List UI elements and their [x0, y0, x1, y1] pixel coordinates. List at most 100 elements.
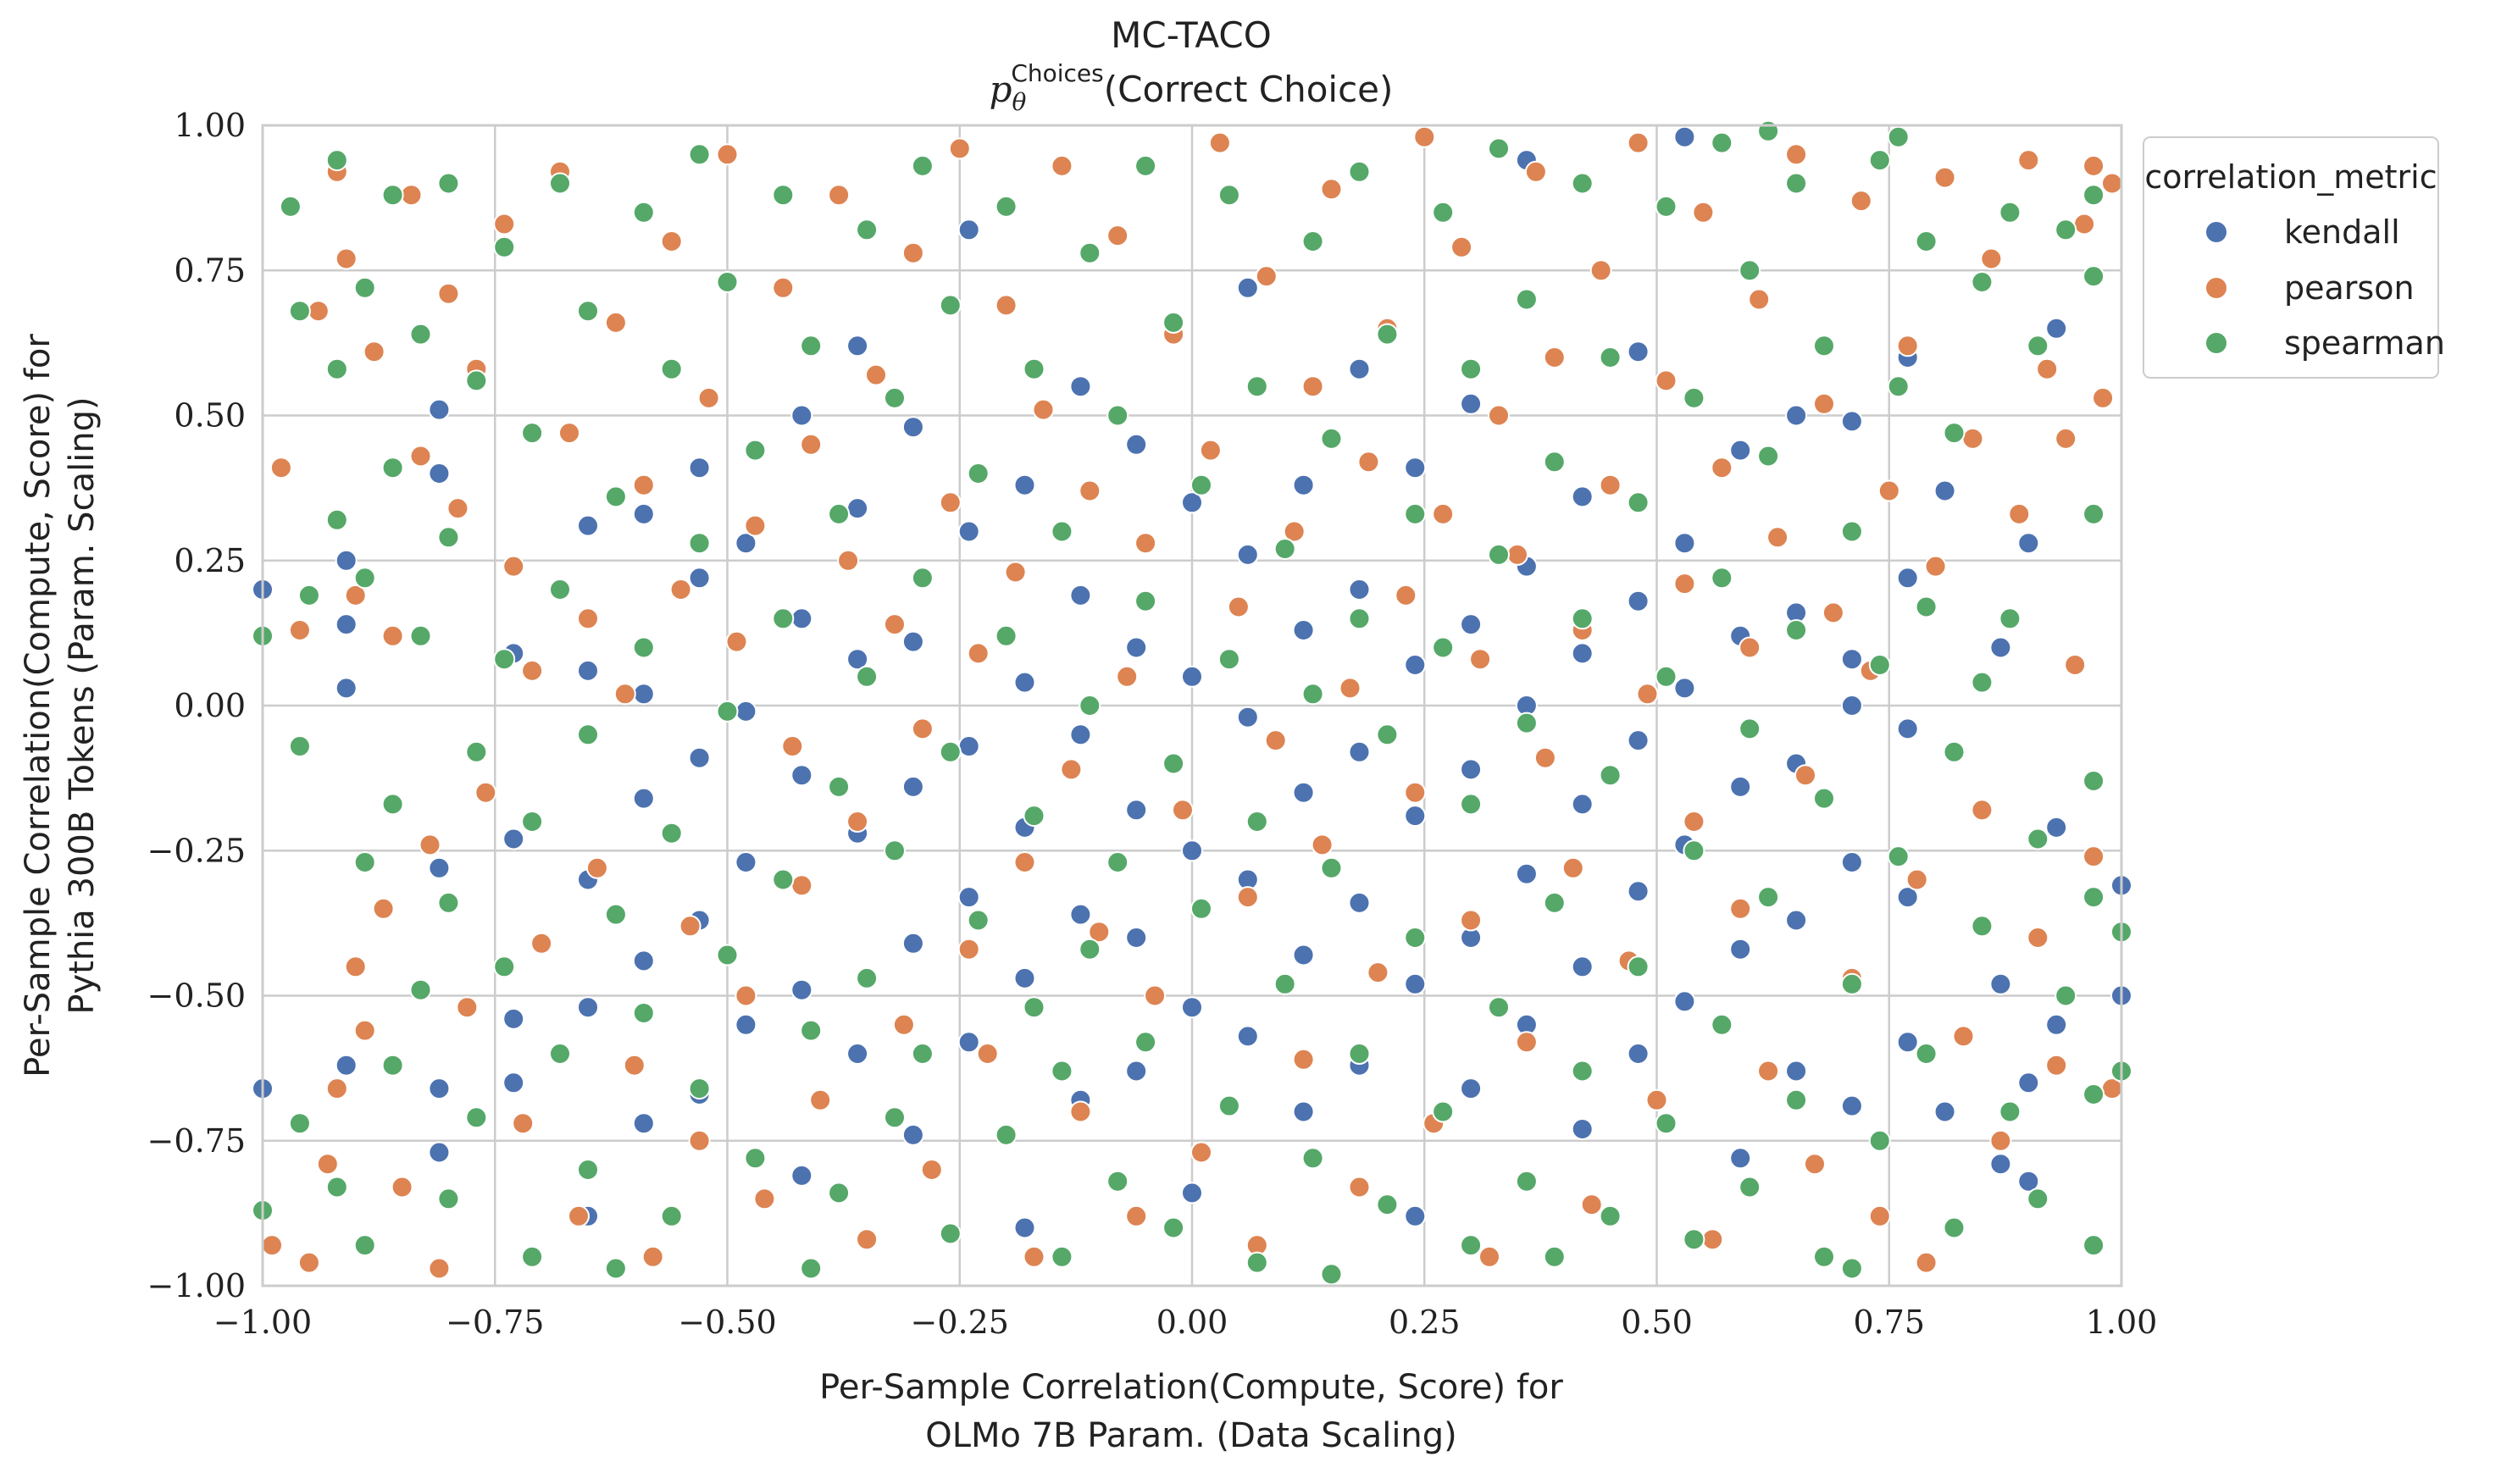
point-kendall	[632, 1112, 655, 1135]
point-kendall	[1515, 862, 1538, 885]
point-spearman	[1051, 1245, 1073, 1268]
point-spearman	[1785, 172, 1808, 195]
point-kendall	[1404, 805, 1427, 828]
chart-title: MC-TACO	[1111, 14, 1272, 56]
x-tick-labels: −1.00 −0.75 −0.50 −0.25 0.00 0.25 0.50 0.75 1.00	[214, 1304, 2158, 1341]
point-spearman	[1599, 1204, 1622, 1227]
point-spearman	[939, 740, 962, 763]
point-pearson	[669, 579, 692, 601]
point-kendall	[2017, 1170, 2040, 1193]
point-pearson	[502, 555, 525, 578]
point-spearman	[800, 1257, 823, 1280]
point-spearman	[1273, 538, 1296, 560]
point-kendall	[846, 335, 869, 357]
point-spearman	[325, 1176, 348, 1199]
point-spearman	[2055, 984, 2077, 1007]
point-spearman	[1106, 851, 1129, 873]
point-pearson	[1367, 961, 1389, 984]
point-spearman	[1999, 1100, 2021, 1123]
point-pearson	[911, 717, 934, 740]
point-pearson	[1813, 392, 1835, 415]
point-kendall	[1460, 758, 1483, 781]
point-spearman	[521, 811, 544, 833]
point-spearman	[660, 1204, 683, 1227]
point-spearman	[1971, 671, 1994, 694]
point-spearman	[744, 439, 767, 462]
point-spearman	[521, 422, 544, 445]
point-pearson	[1032, 398, 1055, 421]
legend-marker-kendall	[2206, 222, 2226, 242]
point-kendall	[790, 764, 813, 787]
point-kendall	[1840, 410, 1863, 433]
point-pearson	[1794, 764, 1816, 787]
x-axis-label-line1: Per-Sample Correlation(Compute, Score) f…	[819, 1368, 1563, 1407]
plot-frame	[261, 124, 2123, 1287]
point-pearson	[1264, 729, 1287, 752]
point-pearson	[297, 1251, 320, 1274]
point-kendall	[335, 677, 358, 700]
point-pearson	[428, 1257, 451, 1280]
point-spearman	[1915, 595, 1938, 618]
point-pearson	[316, 1153, 339, 1176]
point-spearman	[856, 219, 879, 241]
point-spearman	[1162, 752, 1185, 775]
point-kendall	[1729, 775, 1752, 798]
point-spearman	[967, 909, 990, 932]
x-tick-label: −0.75	[446, 1304, 544, 1341]
x-tick-label: −0.25	[911, 1304, 1009, 1341]
point-spearman	[1571, 607, 1594, 630]
point-spearman	[800, 1019, 823, 1042]
point-kendall	[1348, 579, 1371, 601]
point-pearson	[568, 1204, 590, 1227]
point-spearman	[1348, 160, 1371, 183]
point-spearman	[493, 648, 516, 671]
point-kendall	[1460, 1077, 1483, 1100]
point-spearman	[1217, 648, 1240, 671]
point-spearman	[409, 323, 432, 346]
point-pearson	[1729, 897, 1752, 920]
point-pearson	[856, 1228, 879, 1251]
point-kendall	[1181, 996, 1203, 1019]
point-kendall	[1125, 636, 1148, 659]
point-spearman	[1460, 793, 1483, 816]
point-spearman	[604, 1257, 627, 1280]
point-pearson	[1636, 683, 1659, 706]
point-spearman	[1273, 972, 1296, 995]
point-kendall	[577, 659, 599, 682]
point-kendall	[1404, 972, 1427, 995]
point-pearson	[1896, 335, 1919, 357]
point-pearson	[1589, 259, 1612, 282]
point-pearson	[1692, 201, 1715, 224]
point-pearson	[1339, 677, 1361, 700]
point-kendall	[1348, 891, 1371, 914]
point-spearman	[1738, 1176, 1761, 1199]
point-spearman	[353, 276, 376, 299]
point-spearman	[1106, 1170, 1129, 1193]
point-spearman	[1757, 119, 1780, 142]
series-spearman	[252, 119, 2132, 1286]
point-pearson	[1069, 1100, 1092, 1123]
point-pearson	[1199, 439, 1222, 462]
point-spearman	[1655, 1112, 1678, 1135]
point-pearson	[744, 514, 767, 537]
point-pearson	[679, 915, 702, 938]
point-spearman	[1683, 839, 1705, 862]
point-pearson	[1255, 265, 1278, 288]
point-spearman	[1655, 665, 1678, 688]
point-spearman	[549, 579, 571, 601]
point-kendall	[846, 497, 869, 520]
y-tick-labels: −1.00 −0.75 −0.50 −0.25 0.00 0.25 0.50 0.75 1.00	[147, 107, 246, 1304]
point-spearman	[604, 485, 627, 508]
point-spearman	[1868, 149, 1891, 172]
point-spearman	[297, 584, 320, 606]
point-pearson	[1023, 1245, 1045, 1268]
point-pearson	[1701, 1228, 1724, 1251]
y-axis-label-line1: Per-Sample Correlation(Compute, Score) f…	[19, 334, 58, 1077]
point-pearson	[335, 247, 358, 270]
point-spearman	[1162, 311, 1185, 334]
point-pearson	[558, 422, 580, 445]
point-pearson	[1106, 224, 1129, 247]
point-pearson	[1515, 1031, 1538, 1054]
point-kendall	[1729, 1147, 1752, 1170]
point-kendall	[1292, 781, 1315, 804]
